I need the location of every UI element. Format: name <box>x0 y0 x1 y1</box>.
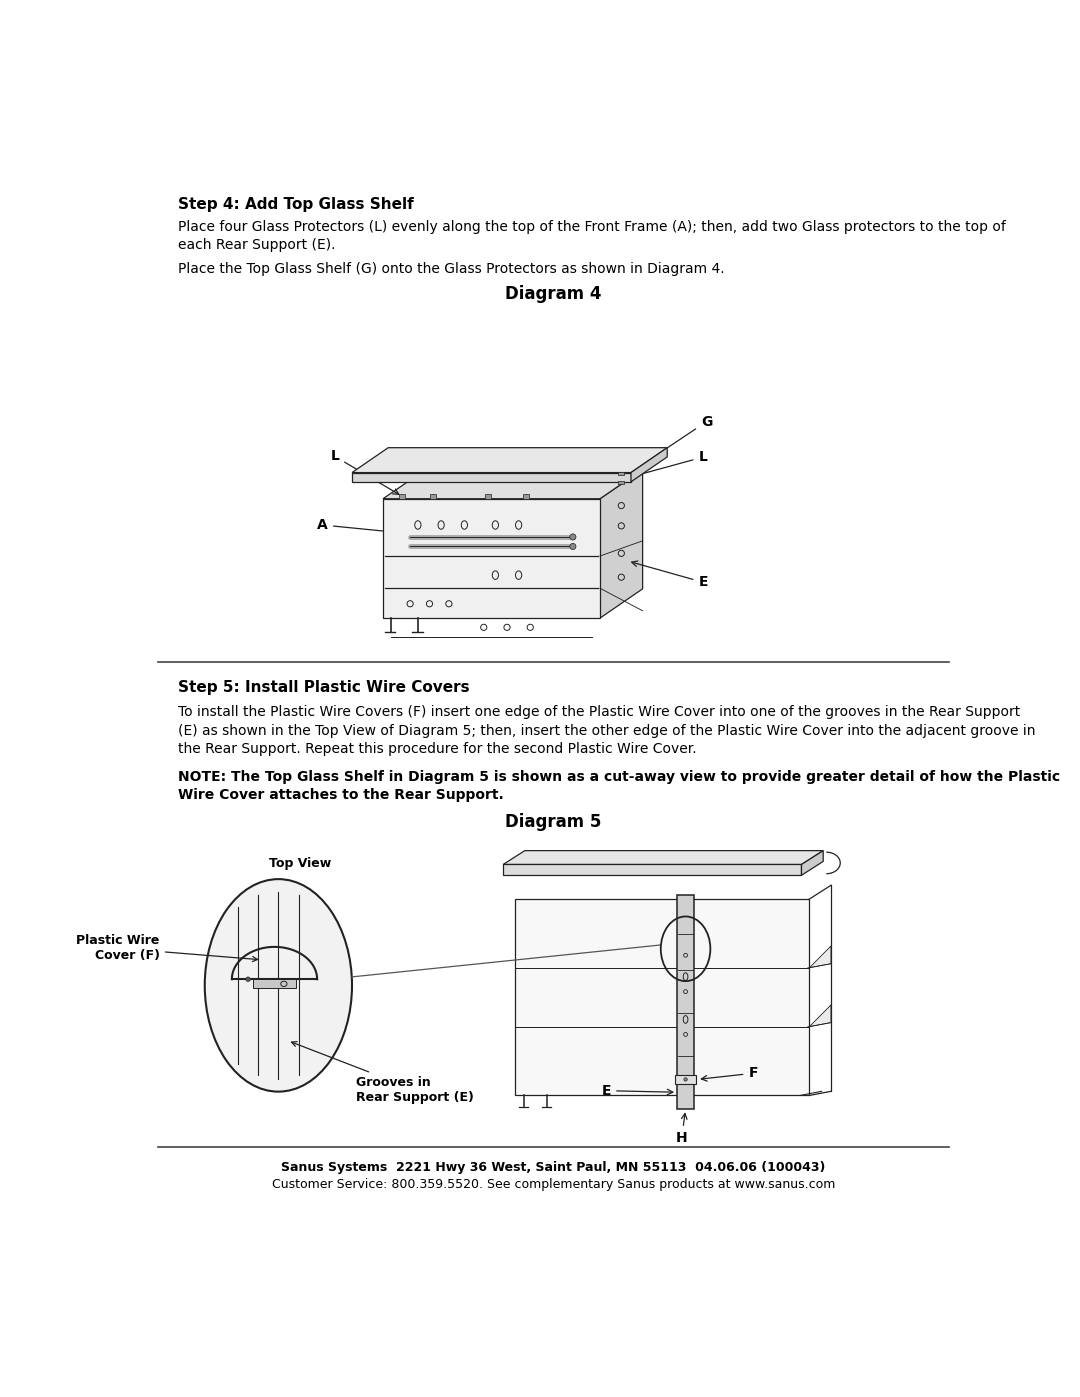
Text: To install the Plastic Wire Covers (F) insert one edge of the Plastic Wire Cover: To install the Plastic Wire Covers (F) i… <box>177 705 1035 756</box>
Polygon shape <box>383 499 600 617</box>
Circle shape <box>570 534 576 541</box>
Text: L: L <box>330 450 399 495</box>
Text: Customer Service: 800.359.5520. See complementary Sanus products at www.sanus.co: Customer Service: 800.359.5520. See comp… <box>272 1178 835 1190</box>
Text: Diagram 4: Diagram 4 <box>505 285 602 303</box>
Polygon shape <box>352 472 631 482</box>
Polygon shape <box>600 469 643 617</box>
Polygon shape <box>631 447 667 482</box>
Circle shape <box>570 543 576 549</box>
Polygon shape <box>400 495 405 499</box>
Text: A: A <box>318 518 391 534</box>
Polygon shape <box>352 447 667 472</box>
Polygon shape <box>383 469 643 499</box>
Circle shape <box>684 1077 687 1081</box>
Text: Sanus Systems  2221 Hwy 36 West, Saint Paul, MN 55113  04.06.06 (100043): Sanus Systems 2221 Hwy 36 West, Saint Pa… <box>281 1161 826 1173</box>
Polygon shape <box>485 495 490 499</box>
Text: Grooves in
Rear Support (E): Grooves in Rear Support (E) <box>292 1042 474 1104</box>
Polygon shape <box>618 472 624 475</box>
Text: E: E <box>632 562 707 590</box>
Circle shape <box>246 977 251 982</box>
Text: Plastic Wire
Cover (F): Plastic Wire Cover (F) <box>77 935 257 963</box>
Polygon shape <box>503 865 801 876</box>
Text: L: L <box>625 450 707 479</box>
Text: F: F <box>701 1066 758 1081</box>
Polygon shape <box>677 895 694 1109</box>
Polygon shape <box>503 851 823 865</box>
Ellipse shape <box>205 879 352 1091</box>
Polygon shape <box>524 495 529 499</box>
Polygon shape <box>618 481 624 485</box>
Text: H: H <box>676 1113 688 1146</box>
Polygon shape <box>253 979 296 989</box>
Text: Place four Glass Protectors (L) evenly along the top of the Front Frame (A); the: Place four Glass Protectors (L) evenly a… <box>177 219 1005 253</box>
Polygon shape <box>809 1004 831 1027</box>
Text: E: E <box>602 1084 673 1098</box>
Text: G: G <box>660 415 712 453</box>
Text: Step 5: Install Plastic Wire Covers: Step 5: Install Plastic Wire Covers <box>177 680 469 694</box>
Polygon shape <box>675 1076 697 1084</box>
Polygon shape <box>809 946 831 968</box>
Polygon shape <box>515 900 809 1095</box>
Text: Top View: Top View <box>269 856 332 870</box>
Text: Diagram 5: Diagram 5 <box>505 813 602 831</box>
Polygon shape <box>430 495 436 499</box>
Text: Place the Top Glass Shelf (G) onto the Glass Protectors as shown in Diagram 4.: Place the Top Glass Shelf (G) onto the G… <box>177 261 725 275</box>
Text: Step 4: Add Top Glass Shelf: Step 4: Add Top Glass Shelf <box>177 197 414 212</box>
Text: NOTE: The Top Glass Shelf in Diagram 5 is shown as a cut-away view to provide gr: NOTE: The Top Glass Shelf in Diagram 5 i… <box>177 770 1059 802</box>
Polygon shape <box>801 851 823 876</box>
